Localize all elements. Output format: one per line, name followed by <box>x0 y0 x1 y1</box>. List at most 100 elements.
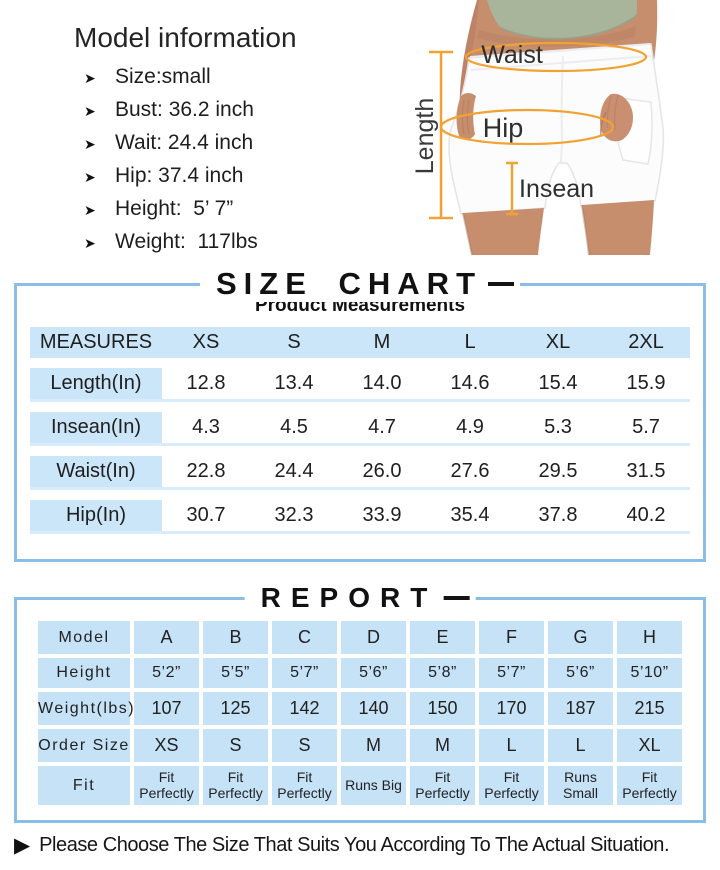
measurement-cell: 15.4 <box>514 368 602 402</box>
row-label: Model <box>38 621 130 654</box>
list-item-text: Weight: 117lbs <box>115 230 258 253</box>
report-cell: B <box>203 621 268 654</box>
report-cell: 5’8” <box>410 658 475 688</box>
row-label: Fit <box>38 766 130 806</box>
measurement-cell: 24.4 <box>250 456 338 490</box>
bullet-arrow-icon: ➤ <box>84 136 96 152</box>
measurement-cell: 40.2 <box>602 500 690 534</box>
row-label: Weight(lbs) <box>38 692 134 725</box>
report-title: REPORT <box>244 580 476 616</box>
model-body-illustration <box>448 0 665 256</box>
row-label: Length(In) <box>30 368 162 402</box>
model-info-list: ➤ Size:small ➤ Bust: 36.2 inch ➤ Wait: 24.4 i… <box>74 65 419 263</box>
length-line-annotation <box>429 50 453 220</box>
table-header-row: MEASURES XS S M L XL 2XL <box>30 327 690 358</box>
size-chart-section: SIZE CHART Product Measurements MEASURES… <box>14 266 706 562</box>
report-cell: 150 <box>410 692 475 725</box>
measurement-cell: 32.3 <box>250 500 338 534</box>
report-cell: E <box>410 621 475 654</box>
report-cell: 125 <box>203 692 268 725</box>
table-row: Waist(In) 22.8 24.4 26.0 27.6 29.5 31.5 <box>30 456 690 490</box>
model-info-title: Model information <box>74 22 297 53</box>
report-cell: S <box>272 729 337 762</box>
report-cell: 5’5” <box>203 658 268 688</box>
row-label: Height <box>38 658 130 688</box>
list-item: ➤ Wait: 24.4 inch <box>84 131 419 164</box>
measurement-cell: 22.8 <box>162 456 250 490</box>
row-label: Insean(In) <box>30 412 162 446</box>
measurements-table: MEASURES XS S M L XL 2XL Length(In) 12.8 13.4 14.… <box>30 317 690 544</box>
table-row: Order Size XS S S M M L L XL <box>38 729 682 762</box>
report-cell: Fit Perfectly <box>272 766 337 806</box>
report-cell: H <box>617 621 682 654</box>
measurement-annotations <box>429 41 648 220</box>
inseam-label: Insean <box>519 175 594 203</box>
report-cell: 5’6” <box>341 658 406 688</box>
list-item: ➤ Hip: 37.4 inch <box>84 164 419 197</box>
report-cell: A <box>134 621 199 654</box>
report-cell: D <box>341 621 406 654</box>
column-header: S <box>250 327 338 358</box>
table-row: Weight(lbs) 107 125 142 140 150 170 187 215 <box>38 692 682 725</box>
column-header: XL <box>514 327 602 358</box>
measurement-cell: 37.8 <box>514 500 602 534</box>
measurements-table-body: Length(In) 12.8 13.4 14.0 14.6 15.4 15.9 Insean… <box>30 368 690 534</box>
report-cell: 5’2” <box>134 658 199 688</box>
bullet-arrow-icon: ➤ <box>84 235 96 251</box>
report-cell: 215 <box>617 692 682 725</box>
report-table-body: Model A B C D E F G H Height 5’2” 5’5” 5’7” 5’6” 5’8” 5… <box>38 621 682 806</box>
row-label: Waist(In) <box>30 456 162 490</box>
report-cell: Fit Perfectly <box>410 766 475 806</box>
report-section: REPORT Model A B C D E F G H Height 5’2” 5’5” 5’7” 5’… <box>14 580 706 823</box>
report-cell: 5’7” <box>479 658 544 688</box>
measurement-cell: 12.8 <box>162 368 250 402</box>
measurements-table-head: MEASURES XS S M L XL 2XL <box>30 327 690 358</box>
report-table: Model A B C D E F G H Height 5’2” 5’5” 5’7” 5’6” 5’8” 5… <box>34 617 686 809</box>
measurement-cell: 4.9 <box>426 412 514 446</box>
hip-ellipse-annotation <box>439 108 615 146</box>
list-item-text: Hip: 37.4 inch <box>115 164 244 187</box>
hip-label: Hip <box>483 113 524 143</box>
report-cell: L <box>548 729 613 762</box>
report-cell: 5’6” <box>548 658 613 688</box>
measurement-cell: 29.5 <box>514 456 602 490</box>
measurement-cell: 4.5 <box>250 412 338 446</box>
report-cell: Fit Perfectly <box>617 766 682 806</box>
list-item: ➤ Bust: 36.2 inch <box>84 98 419 131</box>
report-cell: XL <box>617 729 682 762</box>
measurement-cell: 14.0 <box>338 368 426 402</box>
list-item: ➤ Weight: 117lbs <box>84 230 419 263</box>
table-row: Fit Fit Perfectly Fit Perfectly Fit Perfect… <box>38 766 682 806</box>
column-header: MEASURES <box>30 327 162 358</box>
measurement-cell: 14.6 <box>426 368 514 402</box>
size-chart-title: SIZE CHART <box>200 266 520 302</box>
list-item: ➤ Size:small <box>84 65 419 98</box>
report-cell: 140 <box>341 692 406 725</box>
report-cell: Fit Perfectly <box>479 766 544 806</box>
list-item-text: Bust: 36.2 inch <box>115 98 254 121</box>
model-info-section: Model information ➤ Size:small ➤ Bust: 36.2… <box>74 22 419 263</box>
report-cell: M <box>410 729 475 762</box>
report-cell: C <box>272 621 337 654</box>
footer-text: Please Choose The Size That Suits You Ac… <box>39 834 670 856</box>
report-cell: G <box>548 621 613 654</box>
list-item-text: Height: 5’ 7” <box>115 197 234 220</box>
table-row: Hip(In) 30.7 32.3 33.9 35.4 37.8 40.2 <box>30 500 690 534</box>
report-cell: S <box>203 729 268 762</box>
size-chart-title-dash <box>488 282 514 286</box>
measurement-cell: 13.4 <box>250 368 338 402</box>
report-title-text: REPORT <box>260 582 438 613</box>
report-cell: 170 <box>479 692 544 725</box>
measurement-cell: 5.3 <box>514 412 602 446</box>
inseam-line-annotation <box>506 161 518 216</box>
model-photo-illustration: Waist Hip Insean Length <box>411 0 665 256</box>
list-item-text: Size:small <box>115 65 211 88</box>
report-cell: L <box>479 729 544 762</box>
measurement-cell: 4.7 <box>338 412 426 446</box>
report-cell: 142 <box>272 692 337 725</box>
table-row: Length(In) 12.8 13.4 14.0 14.6 15.4 15.9 <box>30 368 690 402</box>
waist-label: Waist <box>481 41 543 69</box>
report-cell: 107 <box>134 692 199 725</box>
row-label: Hip(In) <box>30 500 162 534</box>
model-photo: Waist Hip Insean Length <box>411 0 720 256</box>
